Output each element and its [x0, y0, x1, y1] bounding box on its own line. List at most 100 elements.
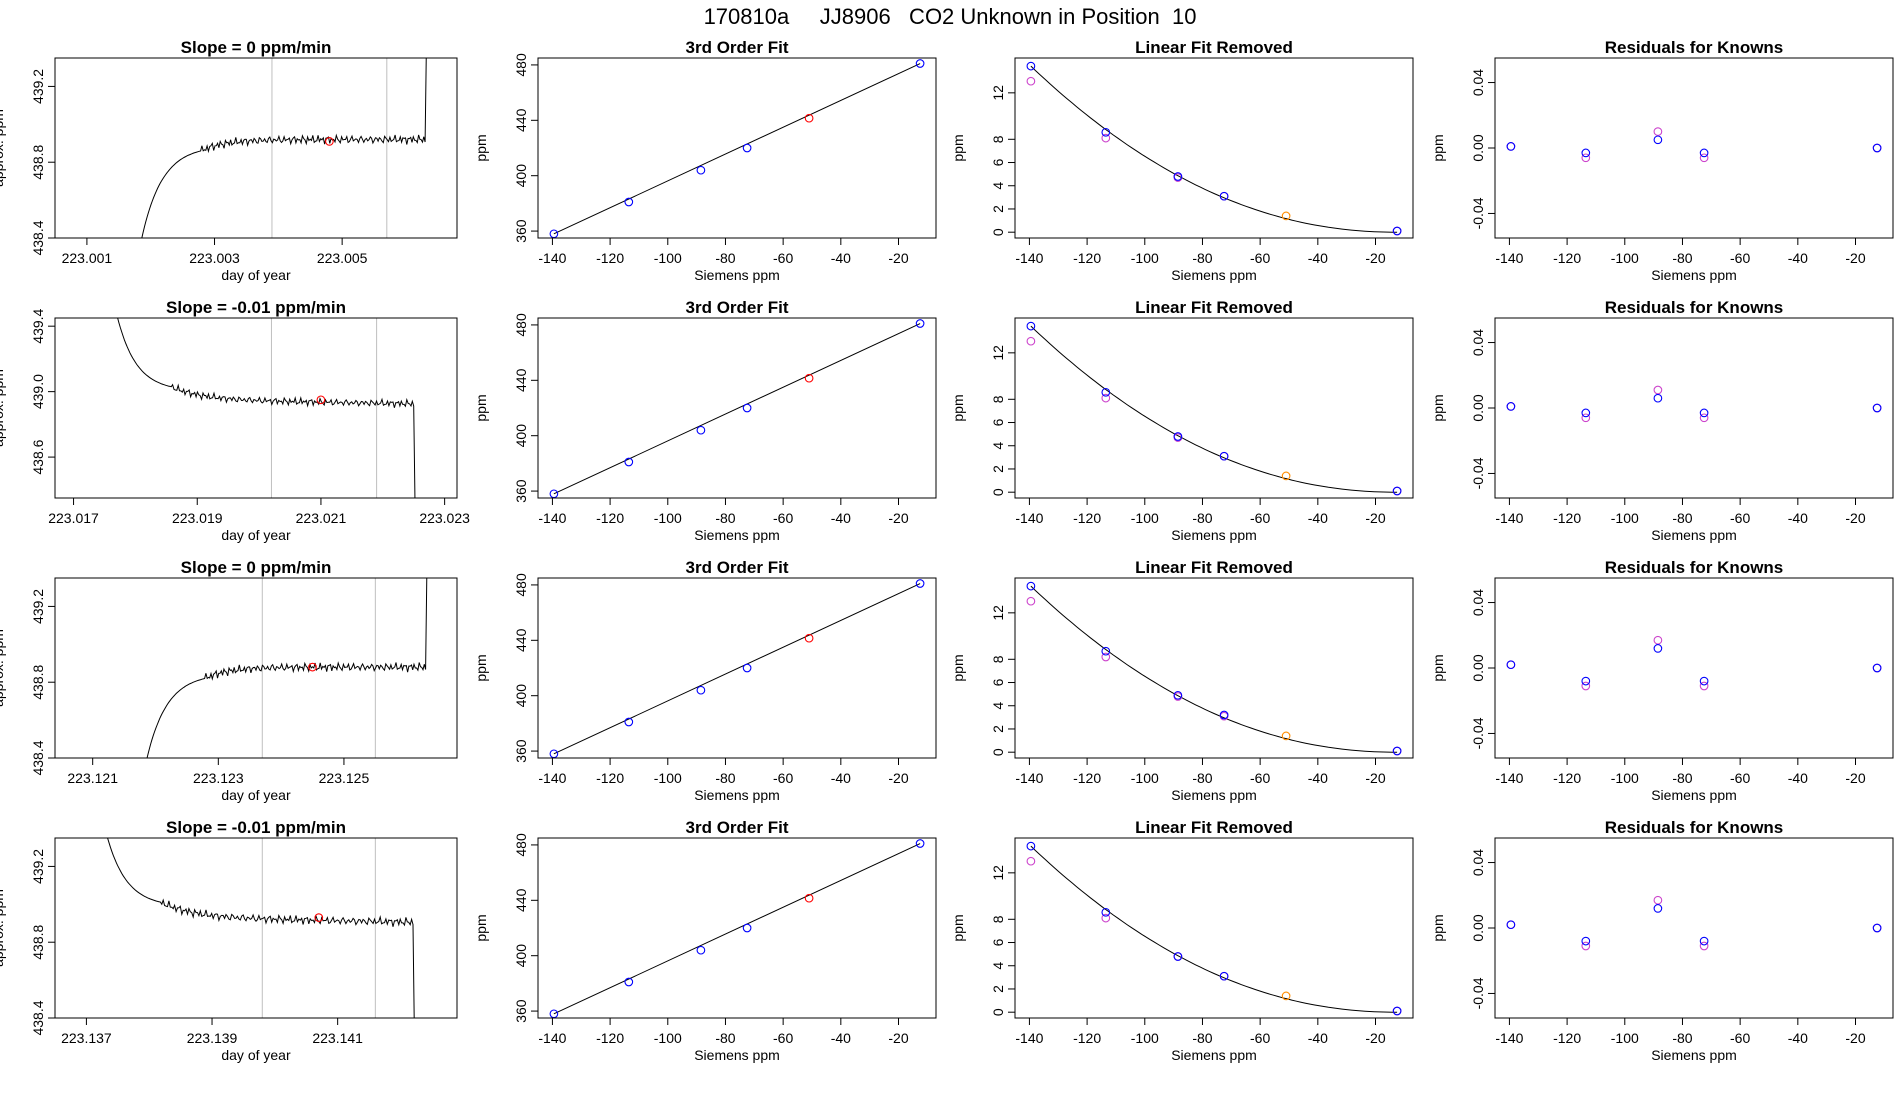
- x-tick-label: -120: [1553, 250, 1581, 266]
- fit-curve: [1030, 585, 1398, 753]
- x-tick-label: -20: [888, 510, 908, 526]
- y-tick-label: 439.4: [30, 308, 46, 343]
- mean-marker: [308, 662, 317, 672]
- x-axis-label: Siemens ppm: [1651, 527, 1737, 543]
- x-tick-label: -140: [538, 1030, 566, 1046]
- x-tick-label: -40: [1308, 250, 1328, 266]
- y-axis-label: ppm: [950, 394, 966, 421]
- x-axis-label: Siemens ppm: [1651, 787, 1737, 803]
- x-tick-label: -40: [1308, 770, 1328, 786]
- known-point: [1026, 841, 1036, 851]
- x-tick-label: -80: [1672, 510, 1692, 526]
- y-axis-label: ppm: [473, 394, 489, 421]
- panel-title: 3rd Order Fit: [686, 298, 789, 317]
- chart-panel: Linear Fit Removed Siemens ppm ppm -140 -120…: [950, 558, 1414, 803]
- panel-title: Residuals for Knowns: [1605, 38, 1784, 57]
- x-tick-label: -20: [888, 250, 908, 266]
- x-tick-label: -120: [596, 250, 624, 266]
- y-tick-label: 0: [990, 748, 1006, 756]
- fit-line: [553, 63, 921, 235]
- x-tick-label: -140: [1015, 510, 1043, 526]
- x-axis-label: Siemens ppm: [694, 267, 780, 283]
- x-axis-label: Siemens ppm: [694, 1047, 780, 1063]
- y-tick-label: 6: [990, 158, 1006, 166]
- x-tick-label: 223.021: [296, 510, 347, 526]
- known-point: [1101, 127, 1111, 137]
- unknown-point: [1281, 731, 1291, 741]
- plot-frame: [1494, 57, 1894, 239]
- plot-frame: [54, 57, 458, 239]
- y-tick-label: 439.2: [30, 69, 46, 104]
- chart-panel: Linear Fit Removed Siemens ppm ppm -140 -120…: [950, 818, 1414, 1063]
- chart-panel: 3rd Order Fit Siemens ppm ppm -140 -120 -100 -…: [473, 38, 937, 283]
- x-tick-label: -60: [773, 1030, 793, 1046]
- plot-area: [1506, 127, 1882, 163]
- known-point: [742, 143, 752, 153]
- x-tick-label: -40: [1788, 770, 1808, 786]
- initial-point: [1026, 76, 1036, 86]
- y-tick-label: 2: [990, 465, 1006, 473]
- known-point: [1699, 936, 1709, 946]
- x-axis-label: day of year: [221, 787, 291, 803]
- initial-point: [1026, 336, 1036, 346]
- y-tick-label: 0: [990, 1008, 1006, 1016]
- x-tick-label: -140: [538, 510, 566, 526]
- y-tick-label: 2: [990, 205, 1006, 213]
- x-tick-label: 223.139: [187, 1030, 238, 1046]
- x-tick-label: -120: [596, 770, 624, 786]
- unknown-point: [1281, 211, 1291, 221]
- x-tick-label: -100: [1131, 250, 1159, 266]
- initial-point: [1699, 681, 1709, 691]
- x-tick-label: 223.121: [67, 770, 118, 786]
- plot-area: [549, 839, 925, 1018]
- known-point: [1506, 920, 1516, 930]
- initial-point: [1101, 393, 1111, 403]
- x-tick-label: -100: [654, 770, 682, 786]
- chart-panel: 3rd Order Fit Siemens ppm ppm -140 -120 -100 -…: [473, 818, 937, 1063]
- known-point: [624, 197, 634, 207]
- panel-title: 3rd Order Fit: [686, 558, 789, 577]
- known-point: [1581, 936, 1591, 946]
- x-axis-label: Siemens ppm: [694, 787, 780, 803]
- x-tick-label: -100: [1131, 1030, 1159, 1046]
- x-tick-label: -140: [1015, 770, 1043, 786]
- x-tick-label: -120: [1553, 510, 1581, 526]
- y-tick-label: 8: [990, 135, 1006, 143]
- x-axis-label: Siemens ppm: [1651, 267, 1737, 283]
- known-point: [915, 579, 925, 588]
- plot-area: [549, 319, 925, 498]
- x-axis-label: day of year: [221, 1047, 291, 1063]
- y-axis-label: approx. ppm: [0, 109, 6, 187]
- plot-frame: [537, 577, 937, 759]
- fit-curve: [1030, 325, 1398, 493]
- x-tick-label: -80: [715, 770, 735, 786]
- y-tick-label: 12: [990, 85, 1006, 101]
- x-tick-label: -60: [773, 250, 793, 266]
- known-point: [1872, 403, 1882, 413]
- y-tick-label: 400: [513, 424, 529, 448]
- y-tick-label: 0: [990, 228, 1006, 236]
- x-tick-label: -120: [1553, 1030, 1581, 1046]
- x-axis-label: day of year: [221, 527, 291, 543]
- x-tick-label: -100: [1611, 250, 1639, 266]
- x-tick-label: -140: [1495, 1030, 1523, 1046]
- x-tick-label: -140: [538, 250, 566, 266]
- x-tick-label: 223.023: [419, 510, 470, 526]
- x-tick-label: -80: [715, 250, 735, 266]
- chart-panel: Residuals for Knowns Siemens ppm ppm -140 -1…: [1430, 298, 1894, 543]
- y-axis-label: approx. ppm: [0, 369, 6, 447]
- initial-point: [1653, 635, 1663, 645]
- mean-marker: [325, 137, 334, 146]
- known-point: [742, 403, 752, 413]
- chart-panel: Residuals for Knowns Siemens ppm ppm -140 -1…: [1430, 558, 1894, 803]
- x-tick-label: -120: [1073, 770, 1101, 786]
- known-point: [1653, 393, 1663, 403]
- initial-point: [1101, 652, 1111, 662]
- panel-title: Residuals for Knowns: [1605, 818, 1784, 837]
- page-title: 170810a JJ8906 CO2 Unknown in Position 1…: [703, 4, 1197, 29]
- x-tick-label: -140: [1495, 770, 1523, 786]
- x-tick-label: 223.019: [172, 510, 223, 526]
- plot-area: [1506, 385, 1882, 423]
- initial-point: [1581, 153, 1591, 163]
